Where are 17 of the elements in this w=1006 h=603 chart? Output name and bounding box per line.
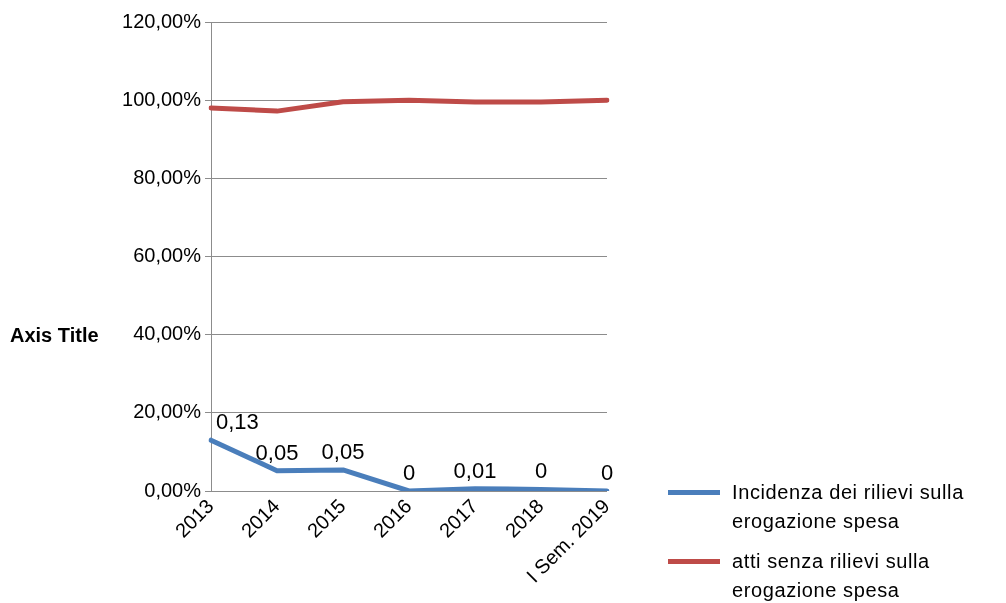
y-tick-label: 40,00% bbox=[133, 322, 202, 345]
data-label: 0,05 bbox=[321, 438, 365, 464]
data-label: 0 bbox=[600, 460, 614, 486]
data-label: 0 bbox=[534, 458, 548, 484]
y-tick-label: 100,00% bbox=[122, 87, 202, 110]
legend-label: Incidenza dei rilievi sulla erogazione spesa bbox=[732, 480, 965, 534]
legend-label: atti senza rilievi sulla erogazione spesa bbox=[732, 549, 931, 603]
data-label: 0,01 bbox=[453, 457, 497, 483]
data-label: 0,13 bbox=[216, 409, 259, 435]
y-axis-title: Axis Title bbox=[10, 323, 99, 346]
y-tick-label: 80,00% bbox=[133, 165, 202, 188]
y-tick-label: 20,00% bbox=[133, 400, 202, 423]
y-tick-label: 60,00% bbox=[133, 244, 202, 267]
y-tick-label: 120,00% bbox=[122, 9, 202, 32]
data-label: 0,05 bbox=[255, 439, 299, 465]
y-tick-label: 0,00% bbox=[144, 478, 202, 501]
data-label: 0 bbox=[402, 460, 416, 486]
